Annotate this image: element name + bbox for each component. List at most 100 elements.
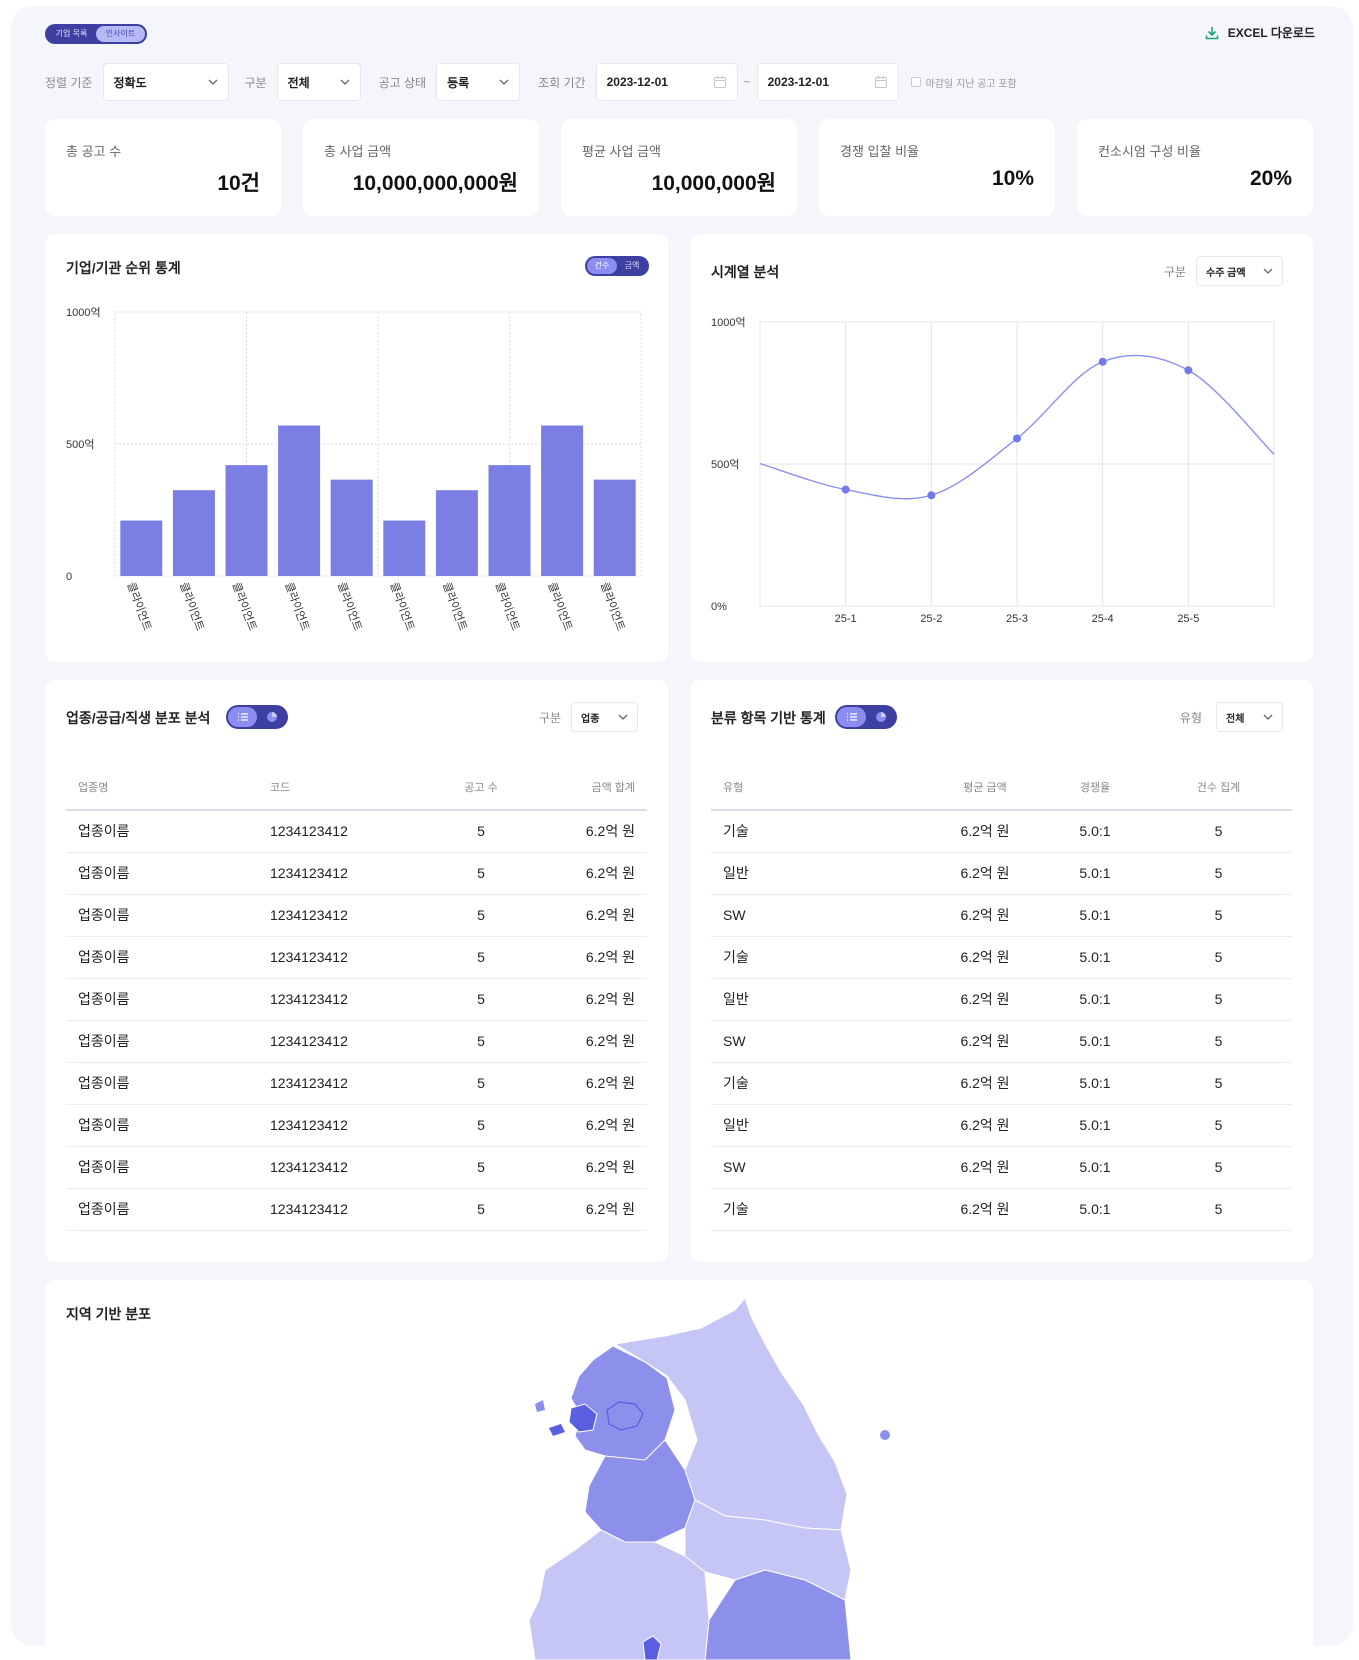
category-table-row[interactable]: SW 6.2억 원 5.0:1 5 (711, 1146, 1292, 1189)
bar[interactable] (541, 425, 584, 576)
filter-bar: 정렬 기준 정확도 구분 전체 공고 상태 등록 조회 기간 2023-12-0… (45, 63, 1017, 101)
include-expired-checkbox[interactable]: 마감일 지난 공고 포함 (910, 75, 1017, 90)
map-region-jeolla[interactable] (528, 1529, 710, 1660)
column-header: 경쟁율 (1045, 764, 1145, 811)
bar[interactable] (330, 479, 373, 576)
category-table-row[interactable]: 기술 6.2억 원 5.0:1 5 (711, 1062, 1292, 1105)
industry-view-toggle[interactable] (226, 705, 288, 729)
date-from-input[interactable]: 2023-12-01 (595, 63, 738, 101)
industry-table-row[interactable]: 업종이름 1234123412 5 6.2억 원 (66, 1104, 647, 1147)
category-view-toggle[interactable] (835, 705, 897, 729)
table-cell: 5 (436, 1104, 526, 1147)
industry-table-row[interactable]: 업종이름 1234123412 5 6.2억 원 (66, 894, 647, 937)
calendar-icon (713, 76, 726, 88)
map-region-chungcheong[interactable] (584, 1439, 696, 1543)
toggle-count[interactable]: 건수 (587, 258, 617, 274)
column-header: 금액 합계 (526, 764, 647, 811)
table-cell: 5.0:1 (1045, 1104, 1145, 1147)
map-island-west-2[interactable] (535, 1400, 545, 1412)
timeseries-panel-title: 시계열 분석 (711, 264, 780, 280)
bar[interactable] (172, 490, 215, 576)
industry-table-row[interactable]: 업종이름 1234123412 5 6.2억 원 (66, 810, 647, 853)
industry-table-row[interactable]: 업종이름 1234123412 5 6.2억 원 (66, 852, 647, 895)
table-cell: 5 (1145, 894, 1292, 937)
map-region-incheon[interactable] (568, 1403, 598, 1433)
table-cell: 5.0:1 (1045, 978, 1145, 1021)
excel-download-button[interactable]: EXCEL 다운로드 (1204, 24, 1315, 41)
table-cell: 5 (1145, 1146, 1292, 1189)
list-view-button[interactable] (837, 707, 866, 727)
download-icon (1205, 26, 1219, 39)
bar[interactable] (225, 465, 268, 576)
list-icon (237, 713, 248, 721)
view-tab-insight[interactable]: 인사이트 (96, 26, 145, 42)
toggle-amount[interactable]: 금액 (624, 261, 640, 270)
view-tab-list[interactable]: 기업 목록 (55, 29, 88, 38)
map-region-seoul[interactable] (606, 1401, 644, 1431)
x-tick-label: 클라이언트 (282, 581, 312, 633)
industry-table-row[interactable]: 업종이름 1234123412 5 6.2억 원 (66, 1020, 647, 1063)
category-table-row[interactable]: 일반 6.2억 원 5.0:1 5 (711, 1104, 1292, 1147)
table-cell: 1234123412 (258, 1188, 436, 1231)
bar[interactable] (278, 425, 321, 576)
table-cell: 일반 (711, 978, 925, 1021)
sort-select[interactable]: 정확도 (102, 63, 229, 101)
industry-table-row[interactable]: 업종이름 1234123412 5 6.2억 원 (66, 1146, 647, 1189)
category-table-row[interactable]: 일반 6.2억 원 5.0:1 5 (711, 978, 1292, 1021)
table-cell: 5 (1145, 810, 1292, 853)
checkbox-box[interactable] (910, 77, 921, 87)
industry-table-row[interactable]: 업종이름 1234123412 5 6.2억 원 (66, 1062, 647, 1105)
table-cell: 1234123412 (258, 1104, 436, 1147)
column-header: 유형 (711, 764, 925, 811)
map-island-ulleung[interactable] (880, 1430, 890, 1440)
category-select[interactable]: 전체 (1216, 702, 1283, 732)
map-island-west[interactable] (549, 1424, 565, 1436)
industry-select[interactable]: 업종 (571, 702, 638, 732)
date-separator: ~ (743, 75, 751, 89)
date-to-input[interactable]: 2023-12-01 (756, 63, 899, 101)
table-cell: 5.0:1 (1045, 810, 1145, 853)
table-cell: 5.0:1 (1045, 1062, 1145, 1105)
industry-table-row[interactable]: 업종이름 1234123412 5 6.2억 원 (66, 1188, 647, 1231)
chart-view-button[interactable] (257, 707, 286, 727)
category-table-row[interactable]: 기술 6.2억 원 5.0:1 5 (711, 810, 1292, 853)
data-point[interactable] (927, 491, 936, 500)
category-table-row[interactable]: SW 6.2억 원 5.0:1 5 (711, 894, 1292, 937)
chevron-down-icon (340, 79, 350, 85)
bar[interactable] (120, 520, 163, 576)
view-toggle[interactable]: 기업 목록 인사이트 (45, 24, 147, 44)
list-view-button[interactable] (228, 707, 257, 727)
chart-view-button[interactable] (866, 707, 895, 727)
table-cell: 5 (1145, 852, 1292, 895)
chevron-down-icon (208, 79, 217, 85)
calendar-icon (874, 76, 887, 88)
status-select[interactable]: 등록 (436, 63, 521, 101)
x-tick-label: 클라이언트 (177, 581, 207, 633)
bar[interactable] (593, 479, 636, 576)
table-cell: 5 (1145, 1188, 1292, 1231)
bar[interactable] (488, 465, 531, 576)
map-region-gangwon[interactable] (613, 1296, 848, 1531)
timeseries-select[interactable]: 수주 금액 (1196, 256, 1283, 286)
industry-panel-title: 업종/공급/직생 분포 분석 (66, 710, 211, 726)
data-point[interactable] (1184, 366, 1193, 375)
ranking-toggle[interactable]: 건수 금액 (585, 256, 649, 276)
data-point[interactable] (1098, 357, 1107, 366)
region-panel: 지역 기반 분포 (45, 1280, 1313, 1660)
data-point[interactable] (1013, 434, 1021, 443)
category-select[interactable]: 전체 (276, 63, 361, 101)
table-cell: 1234123412 (258, 852, 436, 895)
data-point[interactable] (841, 485, 850, 494)
category-table-row[interactable]: 일반 6.2억 원 5.0:1 5 (711, 852, 1292, 895)
bar[interactable] (383, 520, 426, 576)
industry-table-row[interactable]: 업종이름 1234123412 5 6.2억 원 (66, 936, 647, 979)
table-cell: 6.2억 원 (925, 1020, 1045, 1063)
category-table-row[interactable]: 기술 6.2억 원 5.0:1 5 (711, 936, 1292, 979)
bar[interactable] (435, 490, 478, 576)
category-table-row[interactable]: SW 6.2억 원 5.0:1 5 (711, 1020, 1292, 1063)
x-tick-label: 25-2 (920, 613, 942, 625)
stat-value: 10,000,000원 (651, 172, 776, 195)
industry-table-row[interactable]: 업종이름 1234123412 5 6.2억 원 (66, 978, 647, 1021)
category-table-row[interactable]: 기술 6.2억 원 5.0:1 5 (711, 1188, 1292, 1231)
table-cell: 5 (436, 1020, 526, 1063)
